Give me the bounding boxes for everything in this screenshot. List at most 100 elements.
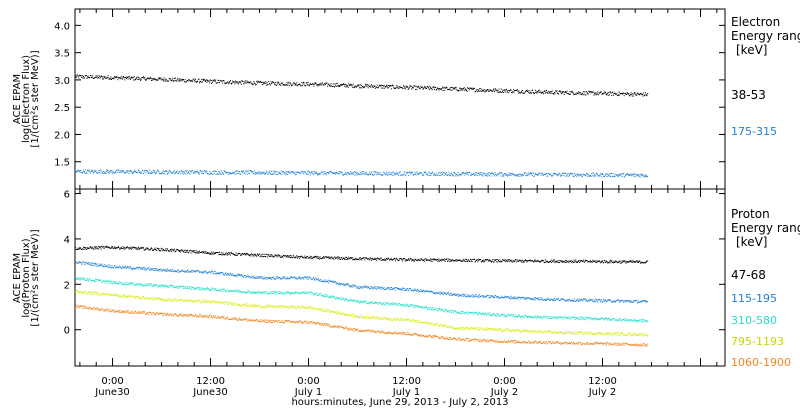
data-point — [160, 173, 162, 175]
data-point — [337, 173, 339, 175]
data-point — [487, 89, 489, 90]
data-point — [432, 307, 434, 309]
data-point — [571, 260, 573, 262]
data-point — [620, 92, 622, 94]
data-point — [157, 269, 159, 271]
data-point — [447, 292, 449, 294]
data-point — [80, 75, 82, 77]
data-point — [316, 292, 318, 294]
data-point — [488, 312, 490, 314]
data-point — [382, 259, 384, 261]
data-point — [305, 82, 307, 84]
data-point — [196, 82, 198, 84]
data-point — [336, 172, 338, 174]
data-point — [333, 85, 335, 87]
data-point — [484, 297, 486, 299]
data-point — [578, 260, 580, 262]
data-point — [119, 248, 121, 250]
data-point — [608, 262, 610, 264]
data-point — [390, 174, 391, 175]
data-point — [561, 298, 563, 300]
data-point — [557, 175, 559, 177]
data-point — [534, 316, 535, 318]
data-point — [235, 170, 237, 172]
data-point — [103, 280, 104, 282]
data-point — [236, 276, 238, 277]
data-point — [454, 293, 456, 295]
data-point — [330, 297, 332, 299]
data-point — [155, 171, 157, 173]
data-point — [379, 172, 381, 173]
data-point — [558, 91, 560, 92]
data-point — [456, 259, 458, 261]
data-point — [204, 79, 206, 81]
data-point — [89, 278, 91, 279]
data-point — [91, 280, 93, 282]
data-point — [88, 77, 90, 79]
data-point — [568, 94, 570, 95]
data-point — [104, 172, 106, 174]
data-point — [347, 283, 349, 285]
data-point — [544, 261, 546, 263]
data-point — [644, 262, 646, 264]
data-point — [88, 169, 90, 171]
data-point — [347, 283, 349, 285]
data-point — [179, 286, 181, 287]
data-point — [199, 271, 200, 273]
data-point — [372, 258, 374, 260]
data-point — [575, 93, 577, 95]
data-point — [427, 86, 429, 88]
data-point — [227, 253, 228, 255]
data-point — [499, 172, 501, 174]
data-point — [375, 173, 377, 175]
data-point — [414, 260, 415, 262]
data-point — [408, 87, 410, 89]
data-point — [396, 259, 398, 261]
data-point — [332, 281, 334, 283]
data-point — [563, 94, 565, 95]
data-point — [584, 261, 586, 263]
data-point — [195, 170, 197, 172]
data-point — [260, 171, 262, 173]
data-point — [306, 256, 308, 257]
data-point — [402, 287, 404, 289]
data-point — [514, 261, 515, 263]
data-point — [547, 175, 549, 177]
data-point — [144, 283, 146, 285]
data-point — [324, 295, 326, 297]
data-point — [337, 258, 339, 260]
data-point — [347, 298, 349, 300]
electron-legend-175-315: 175-315 — [731, 125, 777, 138]
data-point — [412, 174, 414, 176]
data-point — [309, 174, 311, 176]
data-point — [152, 285, 154, 287]
data-point — [249, 170, 251, 172]
data-point — [618, 174, 620, 176]
data-point — [620, 93, 622, 95]
data-point — [261, 292, 263, 294]
data-point — [394, 174, 396, 175]
data-point — [443, 172, 445, 174]
data-point — [203, 79, 204, 81]
data-point — [540, 316, 542, 318]
data-point — [521, 297, 523, 299]
data-point — [273, 278, 275, 280]
data-point — [225, 290, 227, 292]
data-point — [558, 174, 559, 176]
data-point — [548, 91, 550, 93]
data-point — [501, 261, 503, 263]
data-point — [468, 89, 470, 91]
data-point — [94, 171, 96, 173]
data-point — [418, 174, 419, 175]
data-point — [630, 94, 631, 96]
data-point — [88, 280, 90, 282]
data-point — [358, 173, 360, 175]
data-point — [504, 261, 506, 263]
data-point — [432, 291, 434, 293]
data-point — [607, 173, 609, 175]
data-point — [208, 252, 210, 254]
data-point — [246, 80, 248, 82]
data-point — [378, 287, 380, 289]
data-point — [168, 78, 170, 80]
data-point — [376, 174, 378, 176]
